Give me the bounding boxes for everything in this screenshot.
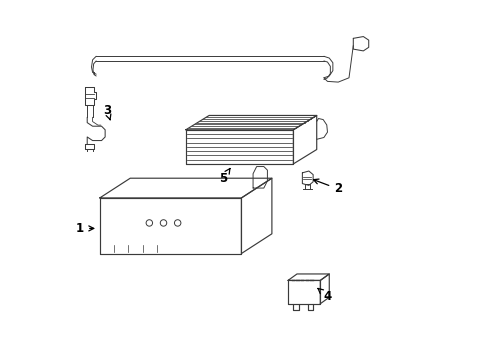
Text: 5: 5	[220, 168, 230, 185]
Text: 3: 3	[103, 104, 111, 120]
Text: 2: 2	[314, 179, 343, 195]
Text: 1: 1	[76, 222, 94, 235]
Text: 4: 4	[318, 288, 332, 303]
